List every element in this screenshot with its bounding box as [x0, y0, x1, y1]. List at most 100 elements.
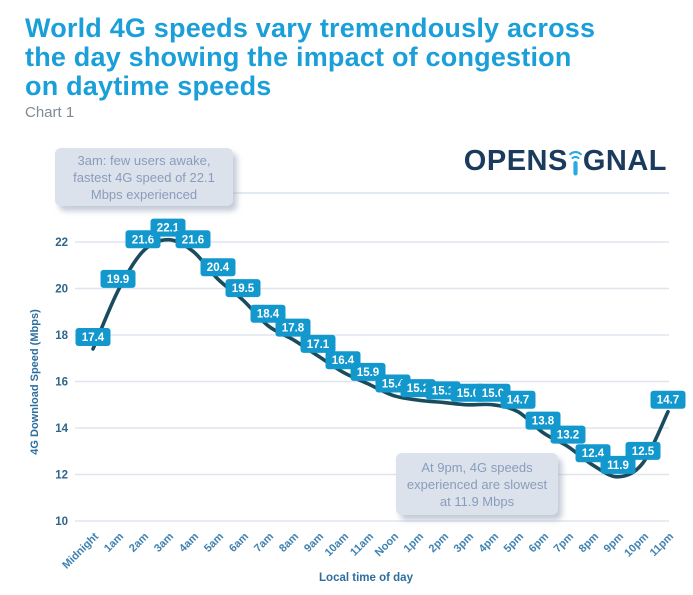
x-tick-label: 10pm	[622, 530, 651, 559]
data-label-box	[100, 269, 136, 288]
data-label-value: 15.2	[407, 383, 429, 395]
data-label-value: 11.9	[607, 460, 629, 472]
page-title: World 4G speeds vary tremendously across…	[25, 14, 665, 101]
data-label-value: 14.7	[657, 395, 679, 407]
data-label-box	[525, 411, 561, 430]
wifi-signal-icon	[568, 146, 582, 176]
y-tick-label: 10	[55, 516, 68, 528]
data-label-box	[75, 327, 111, 346]
data-label-value: 21.6	[132, 234, 154, 246]
data-label-value: 15.1	[432, 385, 455, 397]
data-label-value: 15.0	[482, 388, 504, 400]
data-label-box	[175, 230, 211, 249]
annotation-peak-line-2: fastest 4G speed of 22.1	[73, 169, 215, 185]
y-tick-label: 18	[55, 330, 68, 342]
annotation-trough-line-1: At 9pm, 4G speeds	[421, 459, 533, 475]
data-label-box	[250, 304, 286, 323]
page-title-line-1: World 4G speeds vary tremendously across	[25, 13, 596, 43]
data-label-value: 17.4	[82, 332, 105, 344]
gridlines	[75, 241, 669, 522]
x-axis-title: Local time of day	[319, 572, 414, 584]
data-label: 14.7	[650, 390, 686, 409]
data-label-box	[650, 390, 686, 409]
x-tick-label: Noon	[373, 530, 402, 559]
annotation-trough: At 9pm, 4G speeds experienced are slowes…	[396, 453, 558, 515]
x-tick-label: 2pm	[427, 530, 452, 555]
x-tick-label: 11pm	[648, 530, 677, 559]
data-label-value: 15.0	[457, 388, 479, 400]
page-title-line-2: the day showing the impact of congestion	[25, 42, 572, 72]
header-divider	[233, 192, 669, 194]
x-tick-label: 4am	[177, 530, 201, 554]
data-label: 12.5	[625, 441, 661, 460]
chart-number-label: Chart 1	[25, 104, 75, 121]
data-label-box	[275, 318, 311, 337]
data-labels: 17.4 19.9 21.622.121.6 20.419.5 18.417.8 17.1…	[75, 218, 686, 474]
data-label-value: 15.9	[357, 367, 379, 379]
data-label: 14.7	[500, 390, 536, 409]
data-label-box	[300, 334, 336, 353]
x-tick-label: 4pm	[477, 530, 502, 555]
x-tick-label: 8pm	[577, 530, 602, 555]
data-label-value: 21.6	[182, 234, 204, 246]
data-label-box	[625, 441, 661, 460]
data-label-value: 12.5	[632, 446, 655, 458]
annotation-peak: 3am: few users awake, fastest 4G speed o…	[55, 148, 233, 206]
data-label-value: 20.4	[207, 262, 230, 274]
x-tick-label: 5am	[202, 530, 226, 554]
data-label-value: 19.5	[232, 283, 255, 295]
data-label: 19.9	[100, 269, 136, 288]
data-label: 20.4	[200, 258, 236, 277]
data-label: 21.6	[175, 230, 211, 249]
annotation-peak-line-1: 3am: few users awake,	[77, 152, 211, 168]
page-title-line-3: on daytime speeds	[25, 71, 272, 101]
x-axis-ticks: Midnight 1am 2am 3am 4am 5am 6am 7am 8am 9am10am1…	[60, 530, 676, 571]
x-tick-label: 8am	[277, 530, 301, 554]
x-tick-label: 3am	[152, 530, 176, 554]
y-axis-ticks: 10 12 14 16 18 20 22	[55, 237, 68, 528]
data-label-box	[225, 279, 261, 298]
data-label: 17.8	[275, 318, 311, 337]
data-label-value: 22.1	[157, 223, 180, 235]
x-tick-label: 6am	[227, 530, 251, 554]
data-label-value: 13.8	[532, 416, 555, 428]
data-label-value: 19.9	[107, 274, 129, 286]
x-tick-label: 2am	[127, 530, 151, 554]
data-label: 13.8	[525, 411, 561, 430]
x-tick-label: Midnight	[60, 530, 101, 571]
x-tick-label: 7pm	[552, 530, 577, 555]
opensignal-logo: OPENS GNAL	[464, 146, 667, 176]
y-tick-label: 12	[55, 470, 68, 482]
logo-text-prefix: OPENS	[463, 145, 568, 177]
data-label-value: 18.4	[257, 309, 280, 321]
y-tick-label: 22	[55, 237, 68, 249]
x-tick-label: 5pm	[502, 530, 527, 555]
annotation-trough-line-2: experienced are slowest	[406, 476, 548, 492]
data-label-value: 13.2	[557, 430, 579, 442]
data-label-value: 12.4	[582, 448, 605, 460]
data-label-value: 17.1	[307, 339, 330, 351]
x-tick-label: 1am	[102, 530, 126, 554]
data-label: 17.4	[75, 327, 111, 346]
data-label-box	[500, 390, 536, 409]
y-tick-label: 20	[55, 284, 68, 296]
data-label-value: 15.4	[382, 378, 405, 390]
data-label-box	[550, 425, 586, 444]
x-tick-label: 1pm	[402, 530, 427, 555]
data-label-value: 14.7	[507, 395, 529, 407]
data-label: 18.4	[250, 304, 286, 323]
annotation-trough-line-3: at 11.9 Mbps	[439, 493, 515, 509]
data-label: 11.9	[600, 455, 636, 474]
x-tick-label: 11am	[348, 530, 376, 558]
x-tick-label: 6pm	[527, 530, 552, 555]
data-label: 19.5	[225, 279, 261, 298]
x-tick-label: 3pm	[452, 530, 477, 555]
data-label-value: 16.4	[332, 355, 355, 367]
x-tick-label: 10am	[323, 530, 352, 559]
y-axis-title: 4G Download Speed (Mbps)	[29, 309, 41, 455]
data-label-box	[600, 455, 636, 474]
y-tick-label: 16	[55, 377, 68, 389]
